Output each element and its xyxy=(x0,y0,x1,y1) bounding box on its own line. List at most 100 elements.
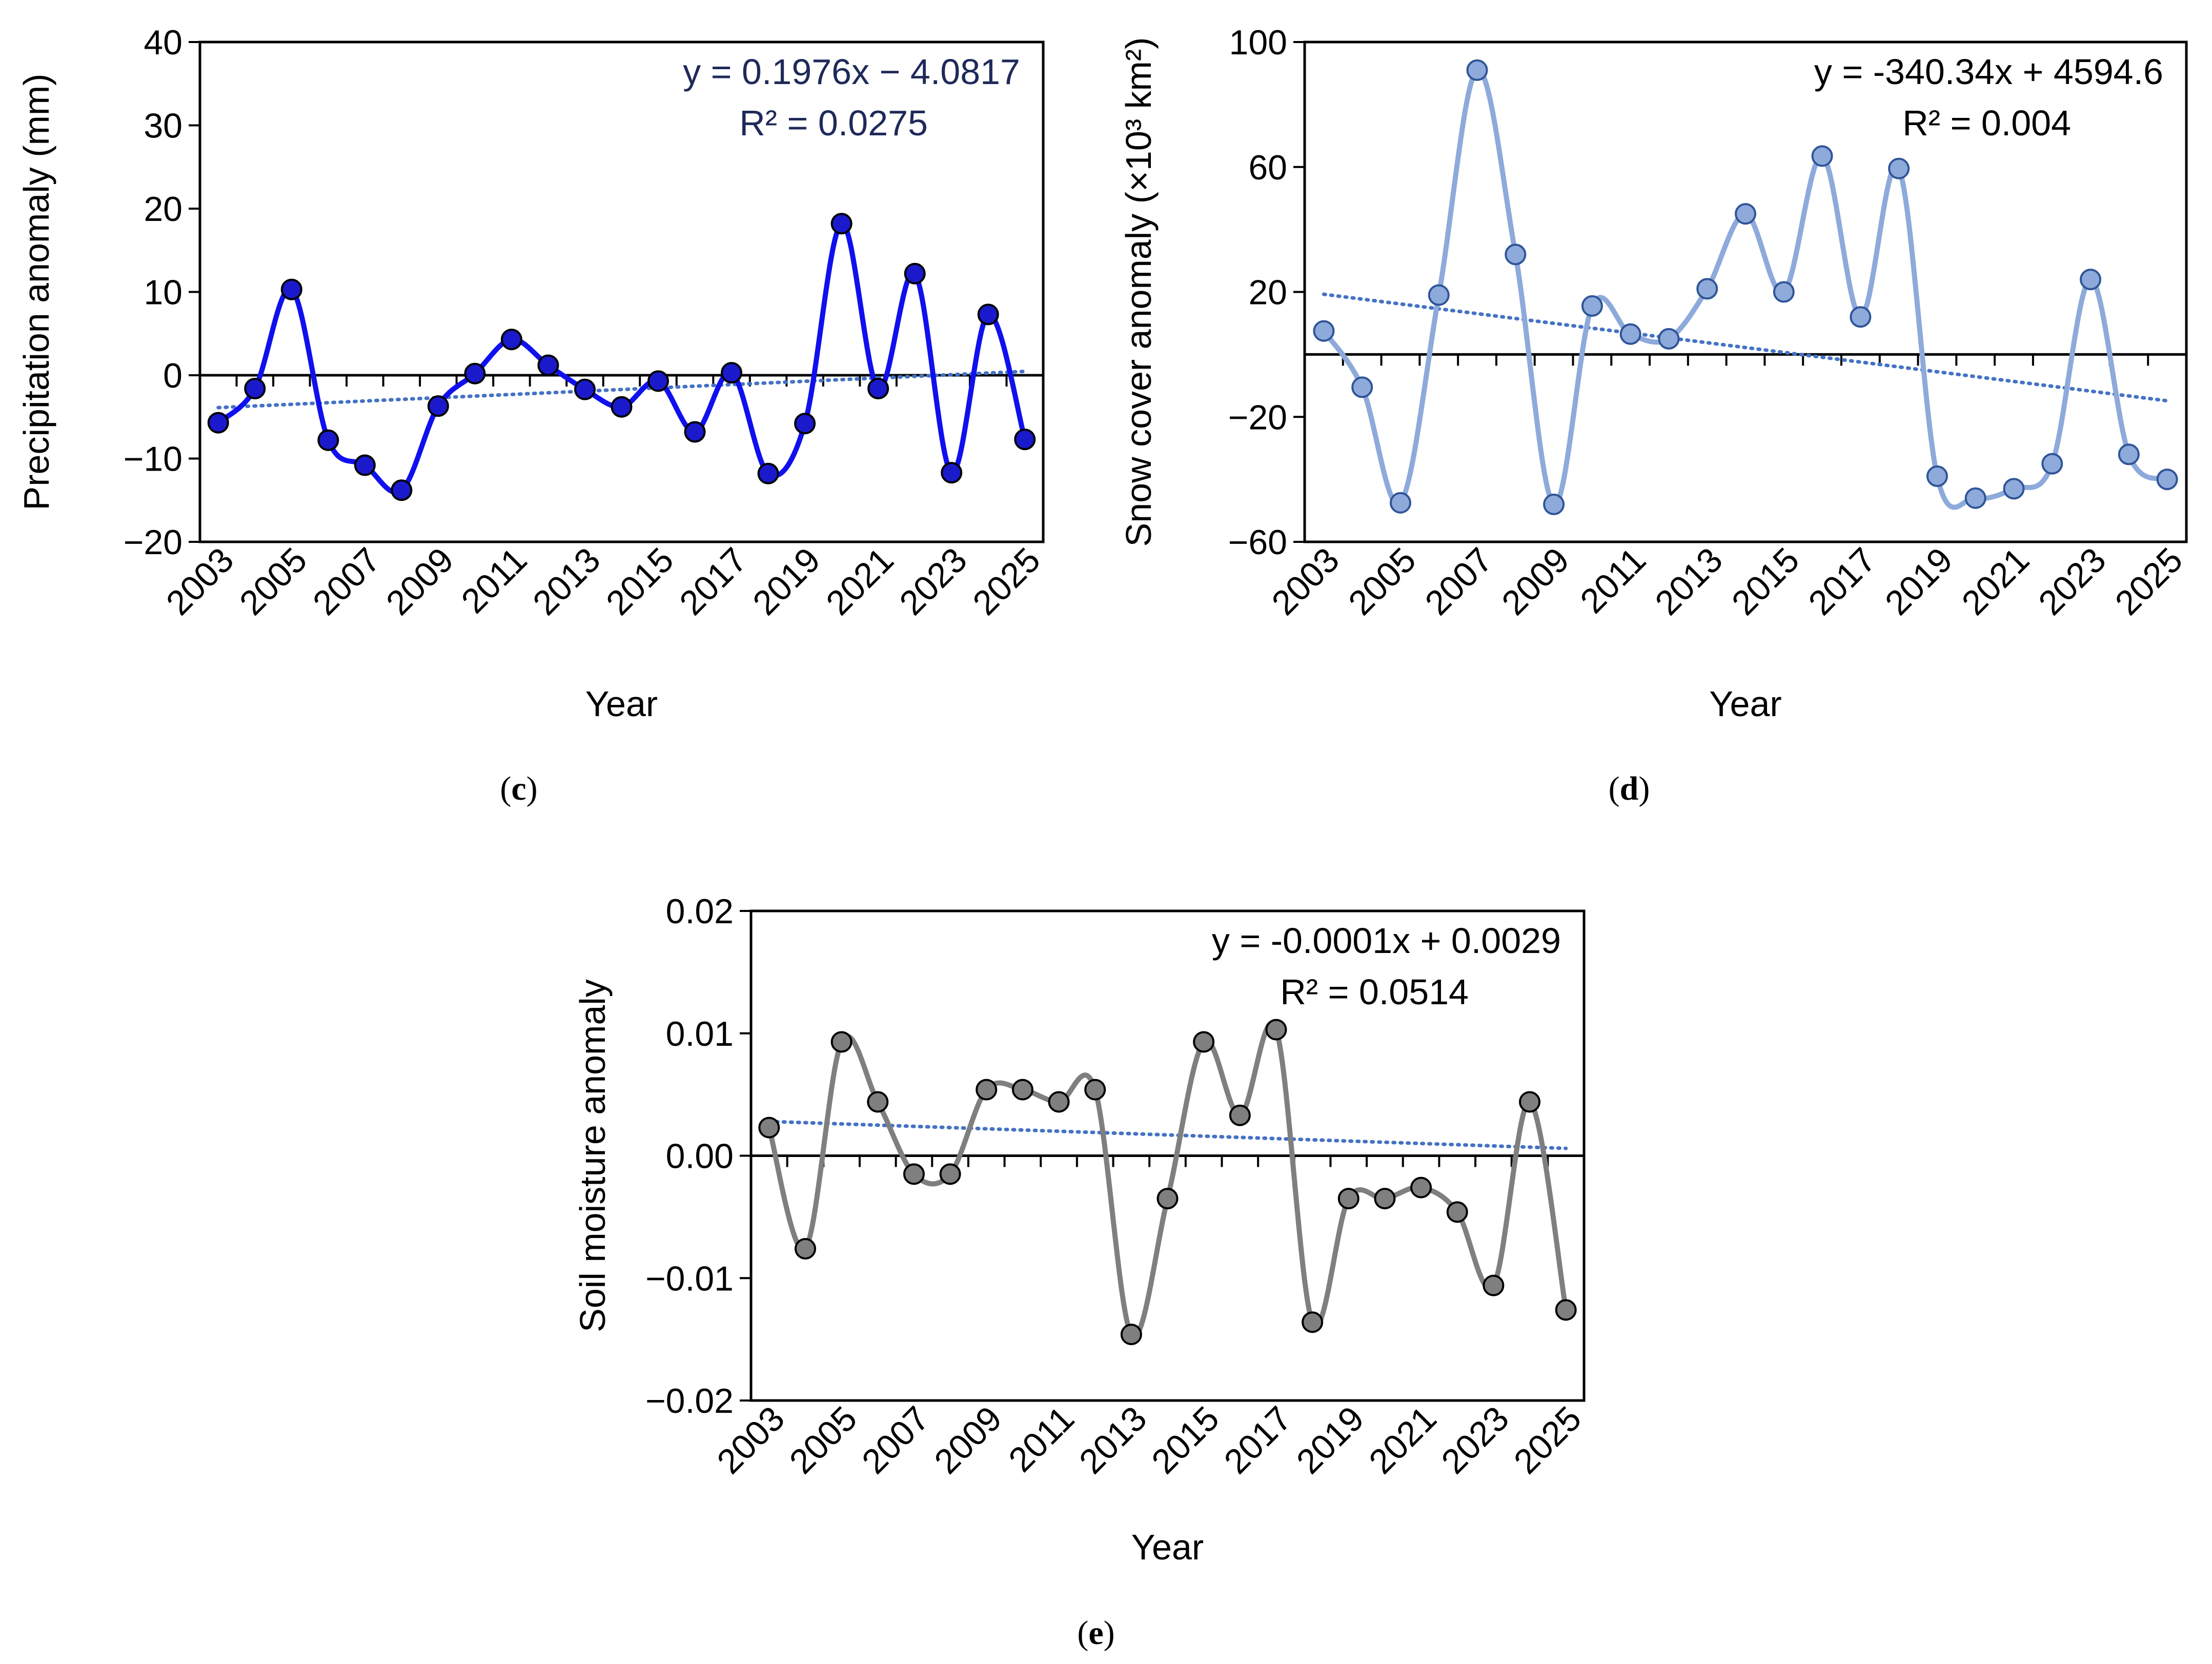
trend-equation: y = -340.34x + 4594.6 xyxy=(1814,52,2163,92)
data-point xyxy=(317,429,339,451)
data-point xyxy=(1193,1031,1215,1053)
chart-panel-e: −0.02−0.010.000.010.02200320052007200920… xyxy=(573,892,1589,1652)
data-point xyxy=(280,278,302,300)
data-point xyxy=(904,262,926,285)
data-point xyxy=(244,378,266,399)
data-point xyxy=(1302,1311,1324,1333)
data-point xyxy=(1555,1299,1577,1321)
data-point xyxy=(977,303,999,326)
x-axis-title: Year xyxy=(585,684,658,724)
data-point xyxy=(721,362,743,384)
y-tick-label: 20 xyxy=(144,190,182,229)
trend-r-squared: R² = 0.0514 xyxy=(1280,972,1469,1012)
y-tick-label: 0 xyxy=(163,356,182,395)
data-point xyxy=(1483,1274,1505,1296)
data-point xyxy=(1773,281,1795,303)
data-point xyxy=(758,1117,780,1139)
data-point xyxy=(1619,323,1641,345)
data-point xyxy=(1428,284,1450,306)
panel-label: (e) xyxy=(1077,1614,1114,1652)
data-point xyxy=(2080,269,2102,291)
data-point xyxy=(939,1163,961,1185)
trend-r-squared: R² = 0.0275 xyxy=(739,103,928,143)
panel-label-letter: d xyxy=(1620,770,1639,807)
data-point xyxy=(1519,1091,1541,1113)
panel-label-letter: c xyxy=(511,770,526,807)
y-tick-label: −10 xyxy=(124,440,182,479)
data-point xyxy=(1337,1188,1359,1210)
y-axis-title: Precipitation anomaly (mm) xyxy=(16,74,56,511)
data-point xyxy=(1014,429,1036,451)
trend-line xyxy=(216,369,1027,410)
data-point xyxy=(207,412,229,434)
data-point xyxy=(867,1091,889,1113)
panel-label-open: ( xyxy=(500,770,511,807)
y-tick-label: 30 xyxy=(144,107,182,146)
data-point xyxy=(1658,328,1680,350)
data-point xyxy=(2118,443,2140,465)
y-tick-label: 20 xyxy=(1248,273,1287,312)
data-point xyxy=(1374,1188,1396,1210)
data-point xyxy=(391,479,413,501)
data-point xyxy=(354,454,376,476)
x-axis-title: Year xyxy=(1709,684,1781,724)
data-point xyxy=(1313,320,1335,342)
data-point xyxy=(464,362,486,384)
data-point xyxy=(1850,306,1872,328)
data-point xyxy=(941,462,963,484)
data-point xyxy=(1581,295,1603,317)
trend-equation: y = -0.0001x + 0.0029 xyxy=(1212,921,1561,961)
data-point xyxy=(903,1163,925,1185)
y-tick-label: −0.02 xyxy=(645,1382,734,1421)
data-point xyxy=(1389,492,1411,514)
data-point xyxy=(867,378,889,399)
y-tick-label: −60 xyxy=(1228,523,1287,562)
panel-label-letter: e xyxy=(1088,1614,1103,1652)
y-axis-title: Snow cover anomaly (×10³ km²) xyxy=(1119,37,1159,547)
panel-label-open: ( xyxy=(1609,770,1620,807)
panel-label-open: ( xyxy=(1077,1614,1088,1652)
data-point xyxy=(1505,243,1527,266)
y-tick-label: −0.01 xyxy=(645,1259,734,1298)
data-point xyxy=(647,370,669,392)
data-point xyxy=(1964,487,1986,509)
data-point xyxy=(1011,1079,1033,1101)
data-point xyxy=(830,1031,853,1053)
data-point xyxy=(2041,453,2063,475)
panel-label-close: ) xyxy=(526,770,538,807)
data-point xyxy=(1466,59,1488,81)
data-point xyxy=(1351,376,1373,398)
data-point xyxy=(1229,1104,1251,1126)
data-point xyxy=(794,413,816,435)
data-point xyxy=(684,421,706,443)
data-point xyxy=(1926,465,1948,488)
data-point xyxy=(2003,478,2025,500)
data-point xyxy=(1265,1019,1287,1041)
panel-label-close: ) xyxy=(1638,770,1650,807)
data-point xyxy=(1156,1188,1179,1210)
y-tick-label: 40 xyxy=(144,23,182,62)
data-point xyxy=(1120,1324,1142,1346)
y-tick-label: 10 xyxy=(144,273,182,312)
panel-label: (c) xyxy=(500,770,537,807)
y-tick-label: 100 xyxy=(1229,23,1287,62)
data-point xyxy=(1410,1176,1432,1199)
y-tick-label: −20 xyxy=(1228,398,1287,437)
data-point xyxy=(1888,157,1910,179)
data-point xyxy=(500,329,522,351)
y-tick-label: −20 xyxy=(124,523,182,562)
data-point xyxy=(1446,1201,1468,1223)
y-axis-title: Soil moisture anomaly xyxy=(573,979,613,1332)
data-point xyxy=(830,213,853,235)
trend-r-squared: R² = 0.004 xyxy=(1902,103,2071,143)
trend-equation: y = 0.1976x − 4.0817 xyxy=(683,52,1020,92)
data-point xyxy=(976,1079,998,1101)
data-point xyxy=(1543,493,1565,515)
data-point xyxy=(757,462,779,484)
data-point xyxy=(1735,203,1756,225)
data-point xyxy=(537,354,559,376)
data-point xyxy=(794,1237,816,1260)
data-point xyxy=(1048,1091,1070,1113)
data-point xyxy=(1696,278,1718,300)
x-axis-title: Year xyxy=(1131,1527,1204,1567)
